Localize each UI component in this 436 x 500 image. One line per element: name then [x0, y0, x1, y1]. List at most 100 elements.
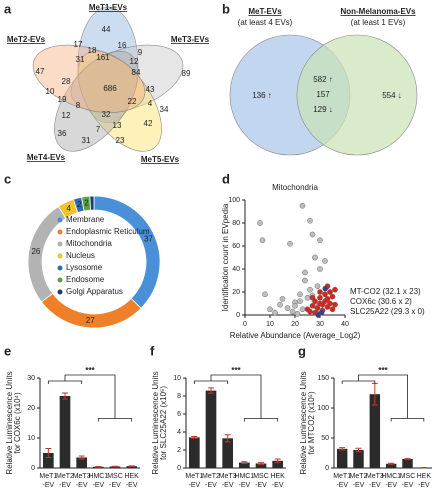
x-tick-label: HMC1 -EV	[88, 473, 108, 489]
point	[307, 286, 313, 293]
venn-count: 10	[46, 87, 55, 96]
venn-count: 7	[96, 125, 101, 134]
point	[257, 220, 263, 226]
point	[309, 294, 316, 301]
venn-count: 129 ↓	[313, 105, 333, 114]
point	[267, 306, 273, 313]
y-tick-label: 20	[27, 405, 35, 412]
point	[299, 202, 306, 209]
error-bar	[355, 447, 362, 453]
x-tick-label: HEK -EV	[124, 473, 139, 489]
slice-label: 2	[77, 200, 82, 209]
x-tick-label: MeT2 -EV	[350, 473, 368, 489]
point	[322, 258, 328, 264]
venn-count-highlight: 19	[58, 95, 67, 104]
venn-count: 554 ↓	[382, 91, 402, 100]
bar	[336, 448, 348, 468]
legend-label: Endoplasmic Reticulum	[66, 227, 150, 236]
bar	[59, 396, 71, 468]
venn-count: 12	[62, 111, 71, 120]
significance-label: ***	[378, 366, 388, 375]
point	[324, 296, 331, 302]
bar	[402, 459, 413, 468]
slice-label: 37	[144, 234, 153, 243]
y-tick-label: 10	[27, 435, 35, 442]
legend-label: Nucleus	[66, 251, 95, 260]
venn-set-label: MeT3-EVs	[171, 35, 210, 44]
y-tick-label: 20	[232, 289, 240, 296]
error-bar	[274, 458, 281, 464]
error-bar	[388, 462, 395, 465]
error-bar	[224, 434, 231, 443]
point	[314, 283, 321, 290]
x-tick-label: MeT1 -EV	[333, 473, 351, 489]
venn-count: 17	[74, 40, 83, 49]
x-tick-label: MeT1 -EV	[39, 473, 57, 489]
x-tick-label: MSC -EV	[253, 473, 269, 489]
point	[332, 301, 338, 308]
legend-label: Mitochondria	[66, 239, 112, 248]
point	[317, 294, 323, 301]
venn-count: 4	[148, 99, 153, 108]
y-tick-label: 10	[173, 375, 181, 382]
venn-set	[296, 34, 418, 156]
point	[329, 306, 336, 313]
error-bar	[78, 455, 85, 460]
panel-label: e	[4, 343, 11, 358]
venn-count: 12	[130, 57, 139, 66]
venn-a	[32, 6, 184, 152]
slice-label: 26	[31, 247, 40, 256]
bar	[205, 390, 217, 468]
point	[322, 285, 329, 292]
y-axis-label: Relative Luminescence Units	[151, 371, 160, 474]
donut-slice	[89, 195, 95, 211]
venn-count: 34	[160, 105, 169, 114]
panel-label: g	[298, 343, 306, 358]
venn-count: 18	[88, 46, 97, 55]
point	[332, 286, 338, 293]
error-bar	[128, 465, 135, 467]
point	[297, 298, 303, 305]
error-bar	[339, 447, 346, 451]
error-bar	[258, 462, 264, 465]
point	[277, 301, 283, 308]
bar	[222, 438, 233, 468]
legend-label: Endosome	[66, 275, 105, 284]
y-tick-label: 0	[325, 465, 329, 472]
y-tick-label: 8	[177, 393, 181, 400]
bar	[239, 462, 250, 468]
bar	[43, 453, 54, 468]
point	[292, 302, 298, 309]
axis	[39, 378, 140, 469]
point	[317, 237, 323, 244]
venn-set	[32, 44, 146, 113]
point	[302, 277, 308, 284]
venn-count: 13	[113, 121, 122, 130]
venn-count-highlight: 22	[128, 97, 137, 106]
point	[309, 302, 316, 309]
x-tick-label: 0	[243, 321, 247, 328]
y-axis-label: Identification count in EVpedia	[221, 203, 230, 311]
y-axis-label: Relative Luminescence Units	[299, 371, 308, 474]
error-bar	[191, 436, 198, 439]
venn-count: 9	[138, 48, 143, 57]
legend-swatch	[57, 217, 63, 223]
venn-count: 31	[76, 55, 85, 64]
x-tick-label: 30	[316, 321, 324, 328]
error-bar	[208, 387, 214, 394]
legend-swatch	[57, 277, 63, 283]
bar	[369, 394, 381, 468]
slice-label: 4	[66, 204, 71, 213]
y-tick-label: 80	[232, 220, 240, 227]
panel-label: d	[222, 171, 230, 186]
error-bar	[112, 465, 118, 468]
y-tick-label: 100	[228, 197, 240, 204]
point-annotation: SLC25A22 (29.3 x 0)	[350, 307, 425, 316]
panel-label: f	[150, 343, 155, 358]
bar	[255, 463, 267, 468]
y-tick-label: 2	[177, 447, 181, 454]
x-tick-label: MeT3 -EV	[366, 473, 384, 489]
venn-set-label: MeT-EVs	[248, 7, 282, 16]
point	[312, 254, 318, 261]
bar	[385, 463, 397, 468]
